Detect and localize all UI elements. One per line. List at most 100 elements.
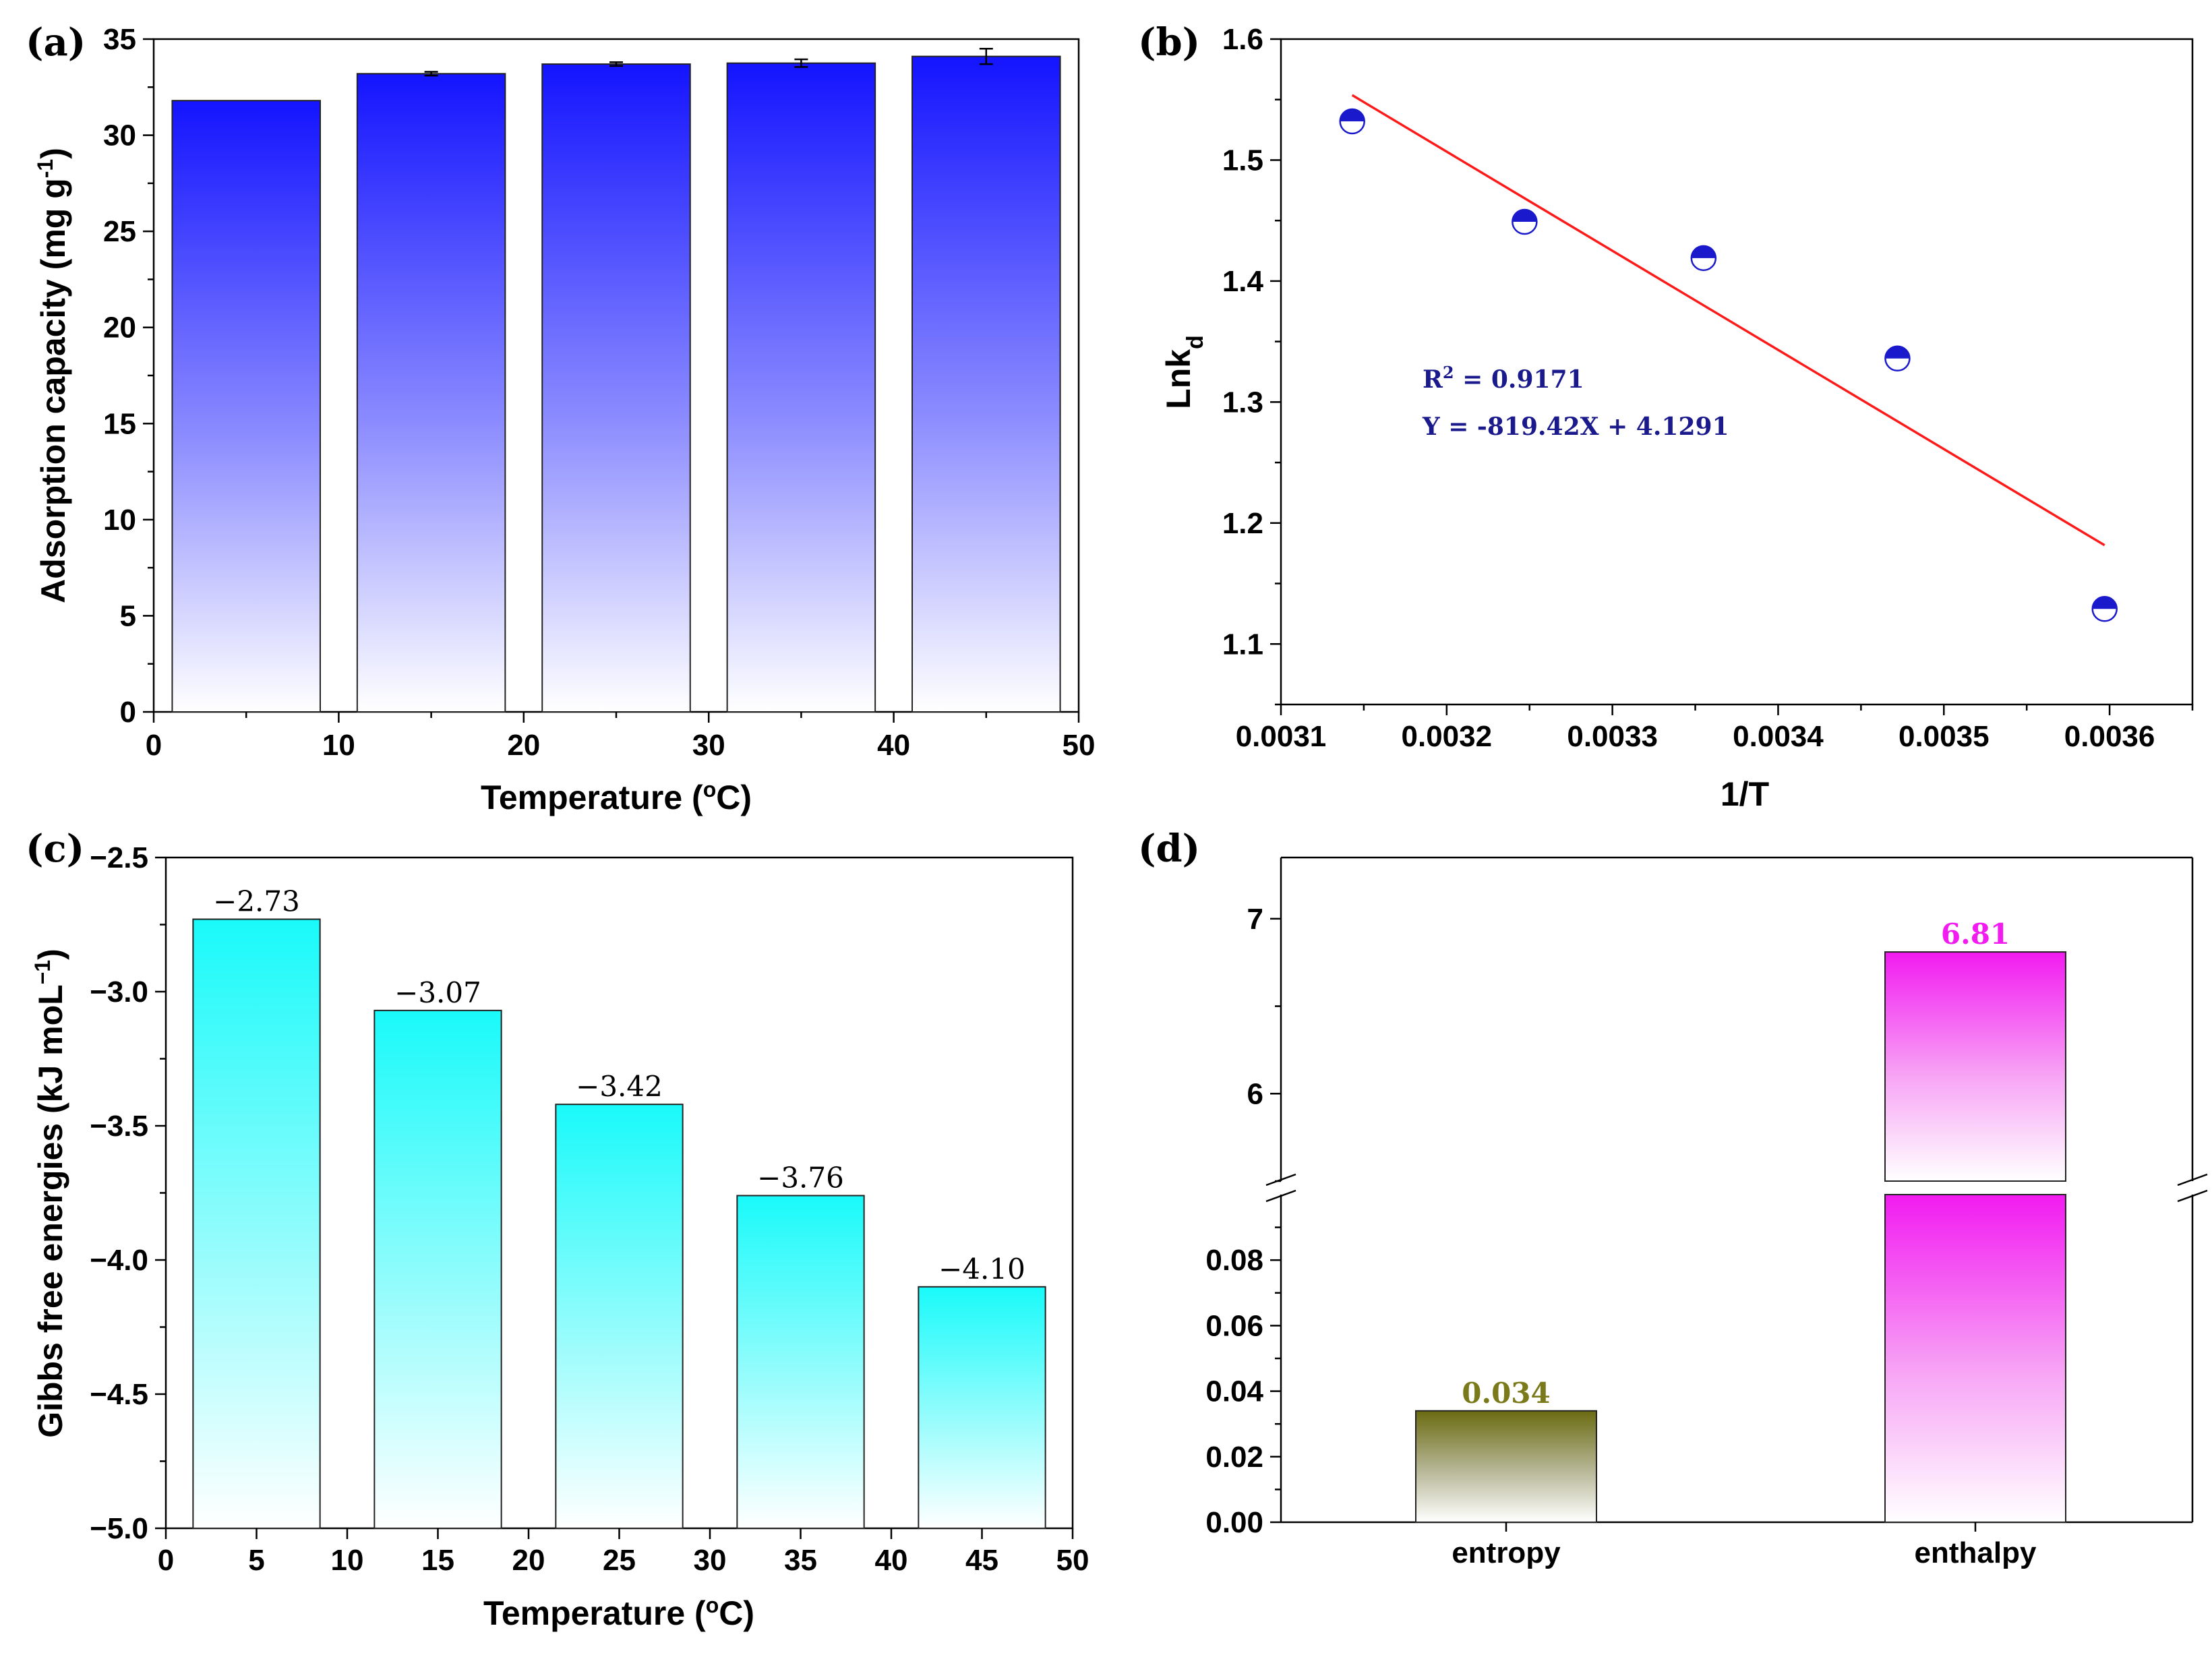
panel-a-axes: 0 10 20 30 40 50 0 5 10 15 20 25 30 35 <box>103 23 1095 762</box>
x-tick-label-25: 25 <box>603 1544 636 1577</box>
marker-top-half <box>1885 346 1910 359</box>
x-tick-label-10: 10 <box>322 729 355 762</box>
x-tick-label-0.0036: 0.0036 <box>2064 720 2155 753</box>
axis-break-mark-left <box>1265 1173 1296 1186</box>
panel-c-y-title: Gibbs free energies (kJ moL−1) <box>30 949 69 1438</box>
x-tick-label-30: 30 <box>692 729 725 762</box>
x-tick-label-15: 15 <box>421 1544 454 1577</box>
axis-break-mark-right-2 <box>2177 1189 2208 1203</box>
data-point-4 <box>1884 345 1911 372</box>
y-tick-label-0: 0 <box>120 696 136 729</box>
x-tick-label-40: 40 <box>877 729 910 762</box>
data-label-enthalpy: 6.81 <box>1941 918 2010 951</box>
x-tick-label-0: 0 <box>146 729 162 762</box>
y-tick-label-1.5: 1.5 <box>1222 144 1263 177</box>
bar-35 <box>726 62 876 713</box>
bar-5 <box>171 100 321 713</box>
y-tick-label-10: 10 <box>103 504 136 537</box>
y-tick-label-7: 7 <box>1247 903 1263 936</box>
panel-b: (b) 0.0031 0.0032 0.0033 0.0034 0.0035 0.0036… <box>1138 20 2194 813</box>
x-tick-label-0.0031: 0.0031 <box>1236 720 1327 753</box>
marker-top-half <box>1691 245 1716 258</box>
x-tick-label-30: 30 <box>694 1544 727 1577</box>
data-point-2 <box>1512 208 1538 235</box>
x-tick-label-0.0032: 0.0032 <box>1402 720 1493 753</box>
panel-d-label: (d) <box>1138 826 1200 871</box>
panel-c-label: (c) <box>26 826 84 871</box>
x-tick-label-50: 50 <box>1063 729 1096 762</box>
bar-entropy <box>1415 1410 1597 1524</box>
bar-45 <box>918 1286 1046 1530</box>
y-tick-label-0.08: 0.08 <box>1205 1244 1263 1277</box>
panel-b-y-title: Lnkd <box>1160 335 1208 409</box>
marker-top-half <box>1340 109 1365 122</box>
panel-b-x-title: 1/T <box>1721 775 1769 813</box>
category-label-entropy: entropy <box>1452 1536 1561 1569</box>
bar-25 <box>555 1104 684 1530</box>
y-tick-label-1.6: 1.6 <box>1222 23 1263 56</box>
y-tick-label-1.2: 1.2 <box>1222 507 1263 540</box>
data-label-15: −3.07 <box>394 976 481 1009</box>
panel-c-axes: 0 5 10 15 20 25 30 35 40 45 50 −5.0 −4.5 −4.0 −3.5 −3.0… <box>90 841 1089 1577</box>
x-tick-label-0.0035: 0.0035 <box>1899 720 1990 753</box>
bar-45 <box>911 55 1061 713</box>
r-squared-label: R2 = 0.9171 <box>1423 363 1584 394</box>
bar-enthalpy-lower <box>1884 1194 2066 1523</box>
bar-5 <box>192 918 321 1530</box>
bar-25 <box>541 63 691 713</box>
panel-c: (c) −2.73 −3.07 −3.42 −3.76 −4.10 0 5 10 15 20 25… <box>26 826 1089 1632</box>
data-label-45: −4.10 <box>938 1253 1025 1286</box>
y-tick-label-25: 25 <box>103 215 136 248</box>
y-tick-label-1.4: 1.4 <box>1222 265 1264 298</box>
panel-d-plot: 0.034 6.81 0.00 0.02 0.04 0.06 0.08 6 7 entropy en… <box>1205 856 2208 1569</box>
panel-b-plot <box>1339 94 2118 622</box>
fit-equation-label: Y = -819.42X + 4.1291 <box>1422 413 1729 441</box>
y-tick-label-0.04: 0.04 <box>1205 1375 1263 1408</box>
x-tick-label-0.0034: 0.0034 <box>1733 720 1824 753</box>
data-label-5: −2.73 <box>213 885 300 918</box>
x-tick-label-40: 40 <box>875 1544 908 1577</box>
x-tick-label-20: 20 <box>512 1544 545 1577</box>
y-tick-label-35: 35 <box>103 23 136 56</box>
y-tick-label-0.02: 0.02 <box>1205 1441 1263 1474</box>
x-tick-label-0.0033: 0.0033 <box>1567 720 1658 753</box>
panel-a: (a) 0 10 20 30 40 50 0 5 10 15 20 25 30 35 Temperatur… <box>26 20 1095 816</box>
y-tick-label-−4.5: −4.5 <box>90 1378 148 1411</box>
x-tick-label-50: 50 <box>1056 1544 1089 1577</box>
y-tick-label-−3.5: −3.5 <box>90 1110 148 1143</box>
panel-b-label: (b) <box>1138 20 1200 65</box>
y-tick-label-5: 5 <box>120 599 136 632</box>
panel-a-label: (a) <box>26 20 86 65</box>
y-tick-label-1.3: 1.3 <box>1222 386 1263 419</box>
x-tick-label-45: 45 <box>965 1544 998 1577</box>
data-label-35: −3.76 <box>757 1161 844 1194</box>
panel-b-frame <box>1280 38 2194 706</box>
data-point-1 <box>1339 108 1365 135</box>
y-tick-label-−3.0: −3.0 <box>90 975 148 1009</box>
x-tick-label-5: 5 <box>248 1544 264 1577</box>
marker-top-half <box>2092 597 2117 609</box>
y-tick-label-0.06: 0.06 <box>1205 1309 1263 1342</box>
y-tick-label-−5.0: −5.0 <box>90 1512 148 1545</box>
y-tick-label-20: 20 <box>103 311 136 344</box>
bar-15 <box>373 1009 502 1529</box>
x-tick-label-0: 0 <box>158 1544 174 1577</box>
panel-a-bars <box>171 48 1061 713</box>
y-tick-label-6: 6 <box>1247 1077 1263 1110</box>
panel-a-y-title: Adsorption capacity (mg g-1) <box>33 148 72 603</box>
data-point-5 <box>2091 595 2118 622</box>
x-tick-label-10: 10 <box>331 1544 364 1577</box>
bar-35 <box>736 1195 865 1529</box>
y-tick-label-0.00: 0.00 <box>1205 1506 1263 1539</box>
axis-break-mark-left-2 <box>1265 1189 1296 1203</box>
x-tick-label-20: 20 <box>507 729 540 762</box>
bar-15 <box>356 73 506 713</box>
y-tick-label-1.1: 1.1 <box>1222 628 1263 661</box>
bar-enthalpy-upper <box>1884 951 2066 1182</box>
y-tick-label-15: 15 <box>103 407 136 440</box>
data-label-25: −3.42 <box>576 1070 663 1103</box>
category-label-enthalpy: enthalpy <box>1915 1536 2037 1569</box>
marker-top-half <box>1512 209 1537 222</box>
panel-b-axes: 0.0031 0.0032 0.0033 0.0034 0.0035 0.0036 1.1 1… <box>1222 23 2194 753</box>
